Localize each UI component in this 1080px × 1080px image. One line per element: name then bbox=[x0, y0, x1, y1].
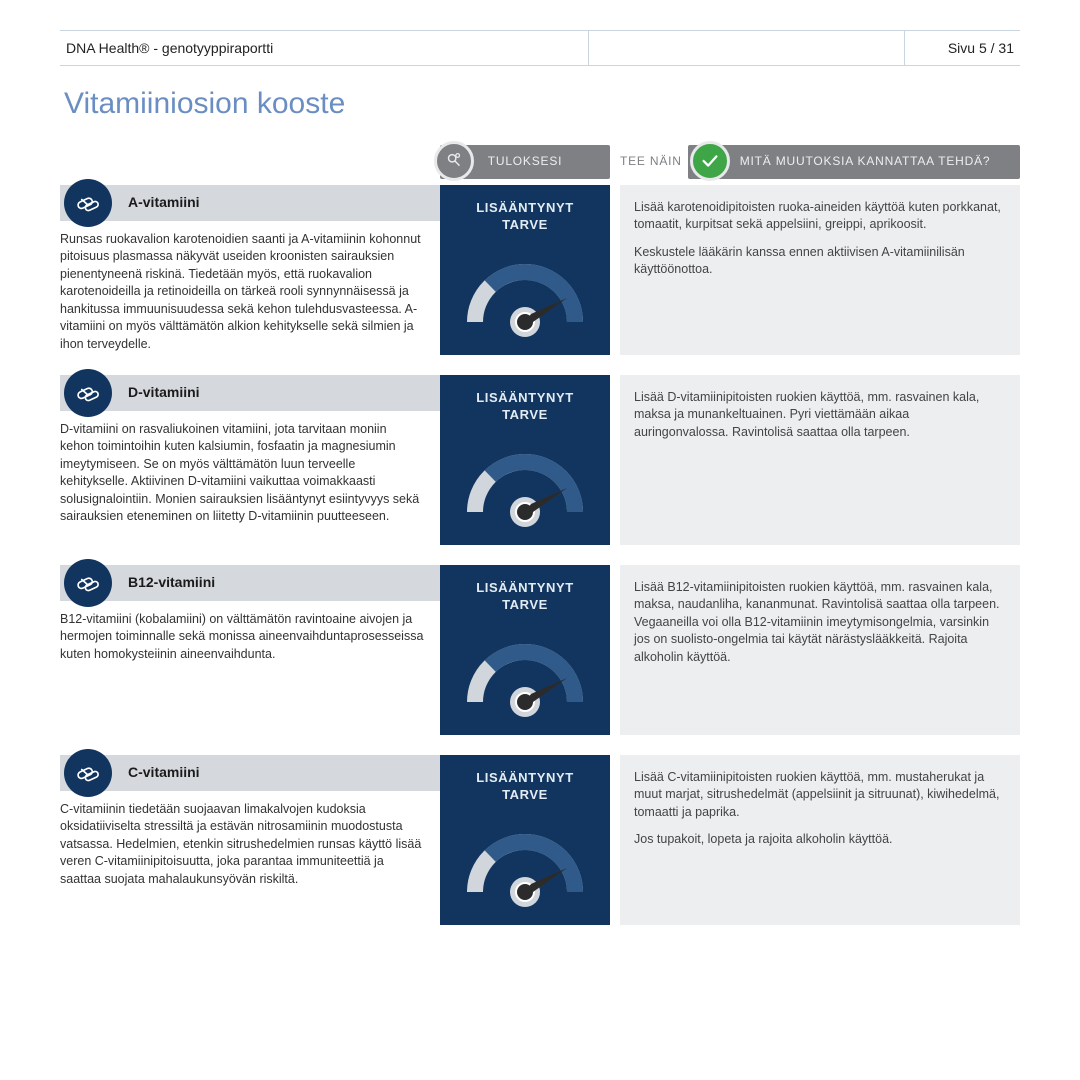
vitamin-row: A-vitamiini Runsas ruokavalion karotenoi… bbox=[60, 185, 1020, 355]
vitamin-pill-bar: D-vitamiini bbox=[60, 375, 440, 411]
vitamin-description: C-vitamiinin tiedetään suojaavan limakal… bbox=[60, 801, 424, 889]
status-box: LISÄÄNTYNYT TARVE bbox=[440, 755, 610, 925]
status-line-1: LISÄÄNTYNYT bbox=[446, 389, 604, 407]
advice-box: Lisää D-vitamiinipitoisten ruokien käytt… bbox=[620, 375, 1020, 545]
do-this-label: TEE NÄIN bbox=[620, 153, 682, 169]
vitamin-name: C-vitamiini bbox=[128, 763, 200, 782]
advice-text-1: Lisää karotenoidipitoisten ruoka-aineide… bbox=[634, 199, 1006, 234]
page-title: Vitamiiniosion kooste bbox=[60, 84, 1020, 125]
advice-text-1: Lisää D-vitamiinipitoisten ruokien käytt… bbox=[634, 389, 1006, 442]
header-mid-spacer bbox=[588, 31, 905, 65]
vitamin-pill-bar: C-vitamiini bbox=[60, 755, 440, 791]
vitamin-row: D-vitamiini D-vitamiini on rasvaliukoine… bbox=[60, 375, 1020, 545]
pill-icon bbox=[64, 749, 112, 797]
gauge-icon bbox=[446, 812, 604, 912]
column-header-row: TULOKSESI TEE NÄIN MITÄ MUUTOKSIA KANNAT… bbox=[60, 145, 1020, 179]
advice-box: Lisää C-vitamiinipitoisten ruokien käytt… bbox=[620, 755, 1020, 925]
vitamin-name: B12-vitamiini bbox=[128, 573, 215, 592]
status-box: LISÄÄNTYNYT TARVE bbox=[440, 185, 610, 355]
advice-text-1: Lisää B12-vitamiinipitoisten ruokien käy… bbox=[634, 579, 1006, 667]
status-box: LISÄÄNTYNYT TARVE bbox=[440, 375, 610, 545]
header-left: DNA Health® - genotyyppiraportti bbox=[60, 39, 588, 58]
pill-icon bbox=[64, 369, 112, 417]
vitamin-name: A-vitamiini bbox=[128, 193, 200, 212]
status-line-2: TARVE bbox=[446, 216, 604, 234]
vitamin-name: D-vitamiini bbox=[128, 383, 200, 402]
vitamin-description: Runsas ruokavalion karotenoidien saanti … bbox=[60, 231, 424, 354]
gauge-icon bbox=[446, 242, 604, 342]
advice-box: Lisää karotenoidipitoisten ruoka-aineide… bbox=[620, 185, 1020, 355]
changes-label: MITÄ MUUTOKSIA KANNATTAA TEHDÄ? bbox=[740, 153, 991, 169]
pill-icon bbox=[64, 179, 112, 227]
gauge-icon bbox=[446, 432, 604, 532]
vitamin-row: B12-vitamiini B12-vitamiini (kobalamiini… bbox=[60, 565, 1020, 735]
advice-text-1: Lisää C-vitamiinipitoisten ruokien käytt… bbox=[634, 769, 1006, 822]
vitamin-description: D-vitamiini on rasvaliukoinen vitamiini,… bbox=[60, 421, 424, 526]
status-line-1: LISÄÄNTYNYT bbox=[446, 769, 604, 787]
status-line-2: TARVE bbox=[446, 406, 604, 424]
status-line-1: LISÄÄNTYNYT bbox=[446, 199, 604, 217]
status-line-2: TARVE bbox=[446, 786, 604, 804]
page-header: DNA Health® - genotyyppiraportti Sivu 5 … bbox=[60, 30, 1020, 66]
advice-text-2: Keskustele lääkärin kanssa ennen aktiivi… bbox=[634, 244, 1006, 279]
results-badge-icon bbox=[434, 141, 474, 181]
check-icon bbox=[690, 141, 730, 181]
advice-text-2: Jos tupakoit, lopeta ja rajoita alkoholi… bbox=[634, 831, 1006, 849]
pill-icon bbox=[64, 559, 112, 607]
status-box: LISÄÄNTYNYT TARVE bbox=[440, 565, 610, 735]
status-line-1: LISÄÄNTYNYT bbox=[446, 579, 604, 597]
vitamin-row: C-vitamiini C-vitamiinin tiedetään suoja… bbox=[60, 755, 1020, 925]
changes-column-head: MITÄ MUUTOKSIA KANNATTAA TEHDÄ? bbox=[688, 145, 1020, 179]
gauge-icon bbox=[446, 622, 604, 722]
vitamin-pill-bar: B12-vitamiini bbox=[60, 565, 440, 601]
results-column-head: TULOKSESI bbox=[440, 145, 610, 179]
results-label: TULOKSESI bbox=[488, 153, 563, 169]
vitamin-description: B12-vitamiini (kobalamiini) on välttämät… bbox=[60, 611, 424, 664]
status-line-2: TARVE bbox=[446, 596, 604, 614]
advice-box: Lisää B12-vitamiinipitoisten ruokien käy… bbox=[620, 565, 1020, 735]
vitamin-pill-bar: A-vitamiini bbox=[60, 185, 440, 221]
header-page-number: Sivu 5 / 31 bbox=[905, 39, 1020, 58]
